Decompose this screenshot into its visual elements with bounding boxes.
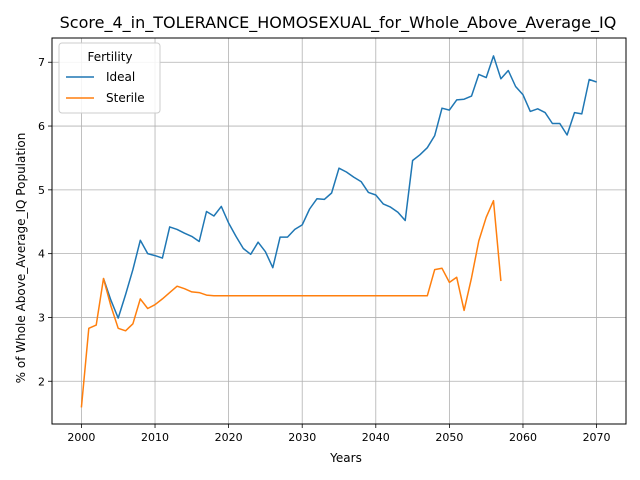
y-axis-label: % of Whole Above_Average_IQ Population [14,133,28,384]
y-tick-label: 5 [38,184,45,197]
legend-title: Fertility [87,50,132,64]
legend: Fertility Ideal Sterile [58,42,161,114]
chart-title: Score_4_in_TOLERANCE_HOMOSEXUAL_for_Whol… [60,13,617,33]
x-tick-label: 2050 [435,431,463,444]
legend-label-ideal: Ideal [106,70,135,84]
x-axis-ticks: 2000 2010 2020 2030 2040 2050 2060 2070 [67,424,611,444]
y-axis-ticks: 2 3 4 5 6 7 [38,56,52,388]
grid [52,38,626,424]
y-tick-label: 2 [38,375,45,388]
y-tick-label: 3 [38,311,45,324]
x-tick-label: 2060 [509,431,537,444]
series-line-ideal [102,55,597,319]
series-line-sterile [80,199,502,408]
legend-box [58,42,161,114]
x-tick-label: 2030 [288,431,316,444]
plot-frame [51,37,627,425]
x-tick-label: 2040 [362,431,390,444]
x-tick-label: 2070 [583,431,611,444]
legend-label-sterile: Sterile [106,91,145,105]
series-layer [80,55,597,408]
x-tick-label: 2010 [141,431,169,444]
y-tick-label: 4 [38,248,45,261]
x-tick-label: 2020 [215,431,243,444]
y-tick-label: 7 [38,56,45,69]
y-tick-label: 6 [38,120,45,133]
x-axis-label: Years [329,451,362,465]
x-tick-label: 2000 [67,431,95,444]
